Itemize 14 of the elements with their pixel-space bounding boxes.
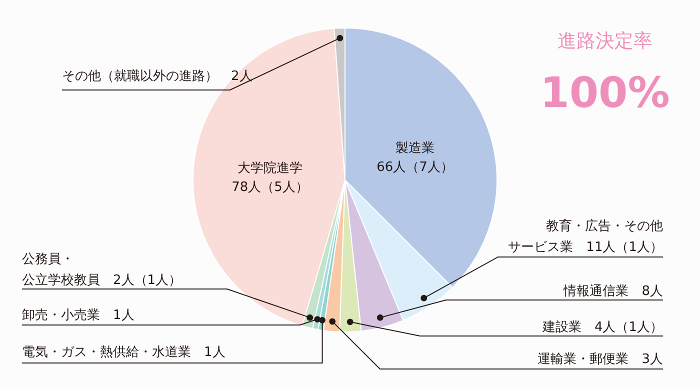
data-label: 78人（5人） <box>232 180 308 195</box>
slice-label: 大学院進学 <box>238 161 302 176</box>
text: 100% <box>540 68 670 117</box>
slice-label: 公務員・公立学校教員 2人（1人） <box>22 252 182 288</box>
slice-label: 製造業 <box>396 141 434 156</box>
slice-label: 電気・ガス・熱供給・水道業 1人 <box>22 345 226 360</box>
slice-label: 建設業 4人（1人） <box>541 320 663 335</box>
slice-label: 教育・広告・その他サービス業 11人（1人） <box>508 218 663 255</box>
slice-label: 情報通信業 8人 <box>562 284 663 299</box>
slice-label: その他（就職以外の進路） 2人 <box>62 69 252 84</box>
data-label: 66人（7人） <box>376 160 454 175</box>
slice-label: 運輸業・郵便業 3人 <box>538 352 663 367</box>
slice-label: 卸売・小売業 1人 <box>22 308 134 323</box>
chart-title: 進路決定率 <box>558 30 652 52</box>
